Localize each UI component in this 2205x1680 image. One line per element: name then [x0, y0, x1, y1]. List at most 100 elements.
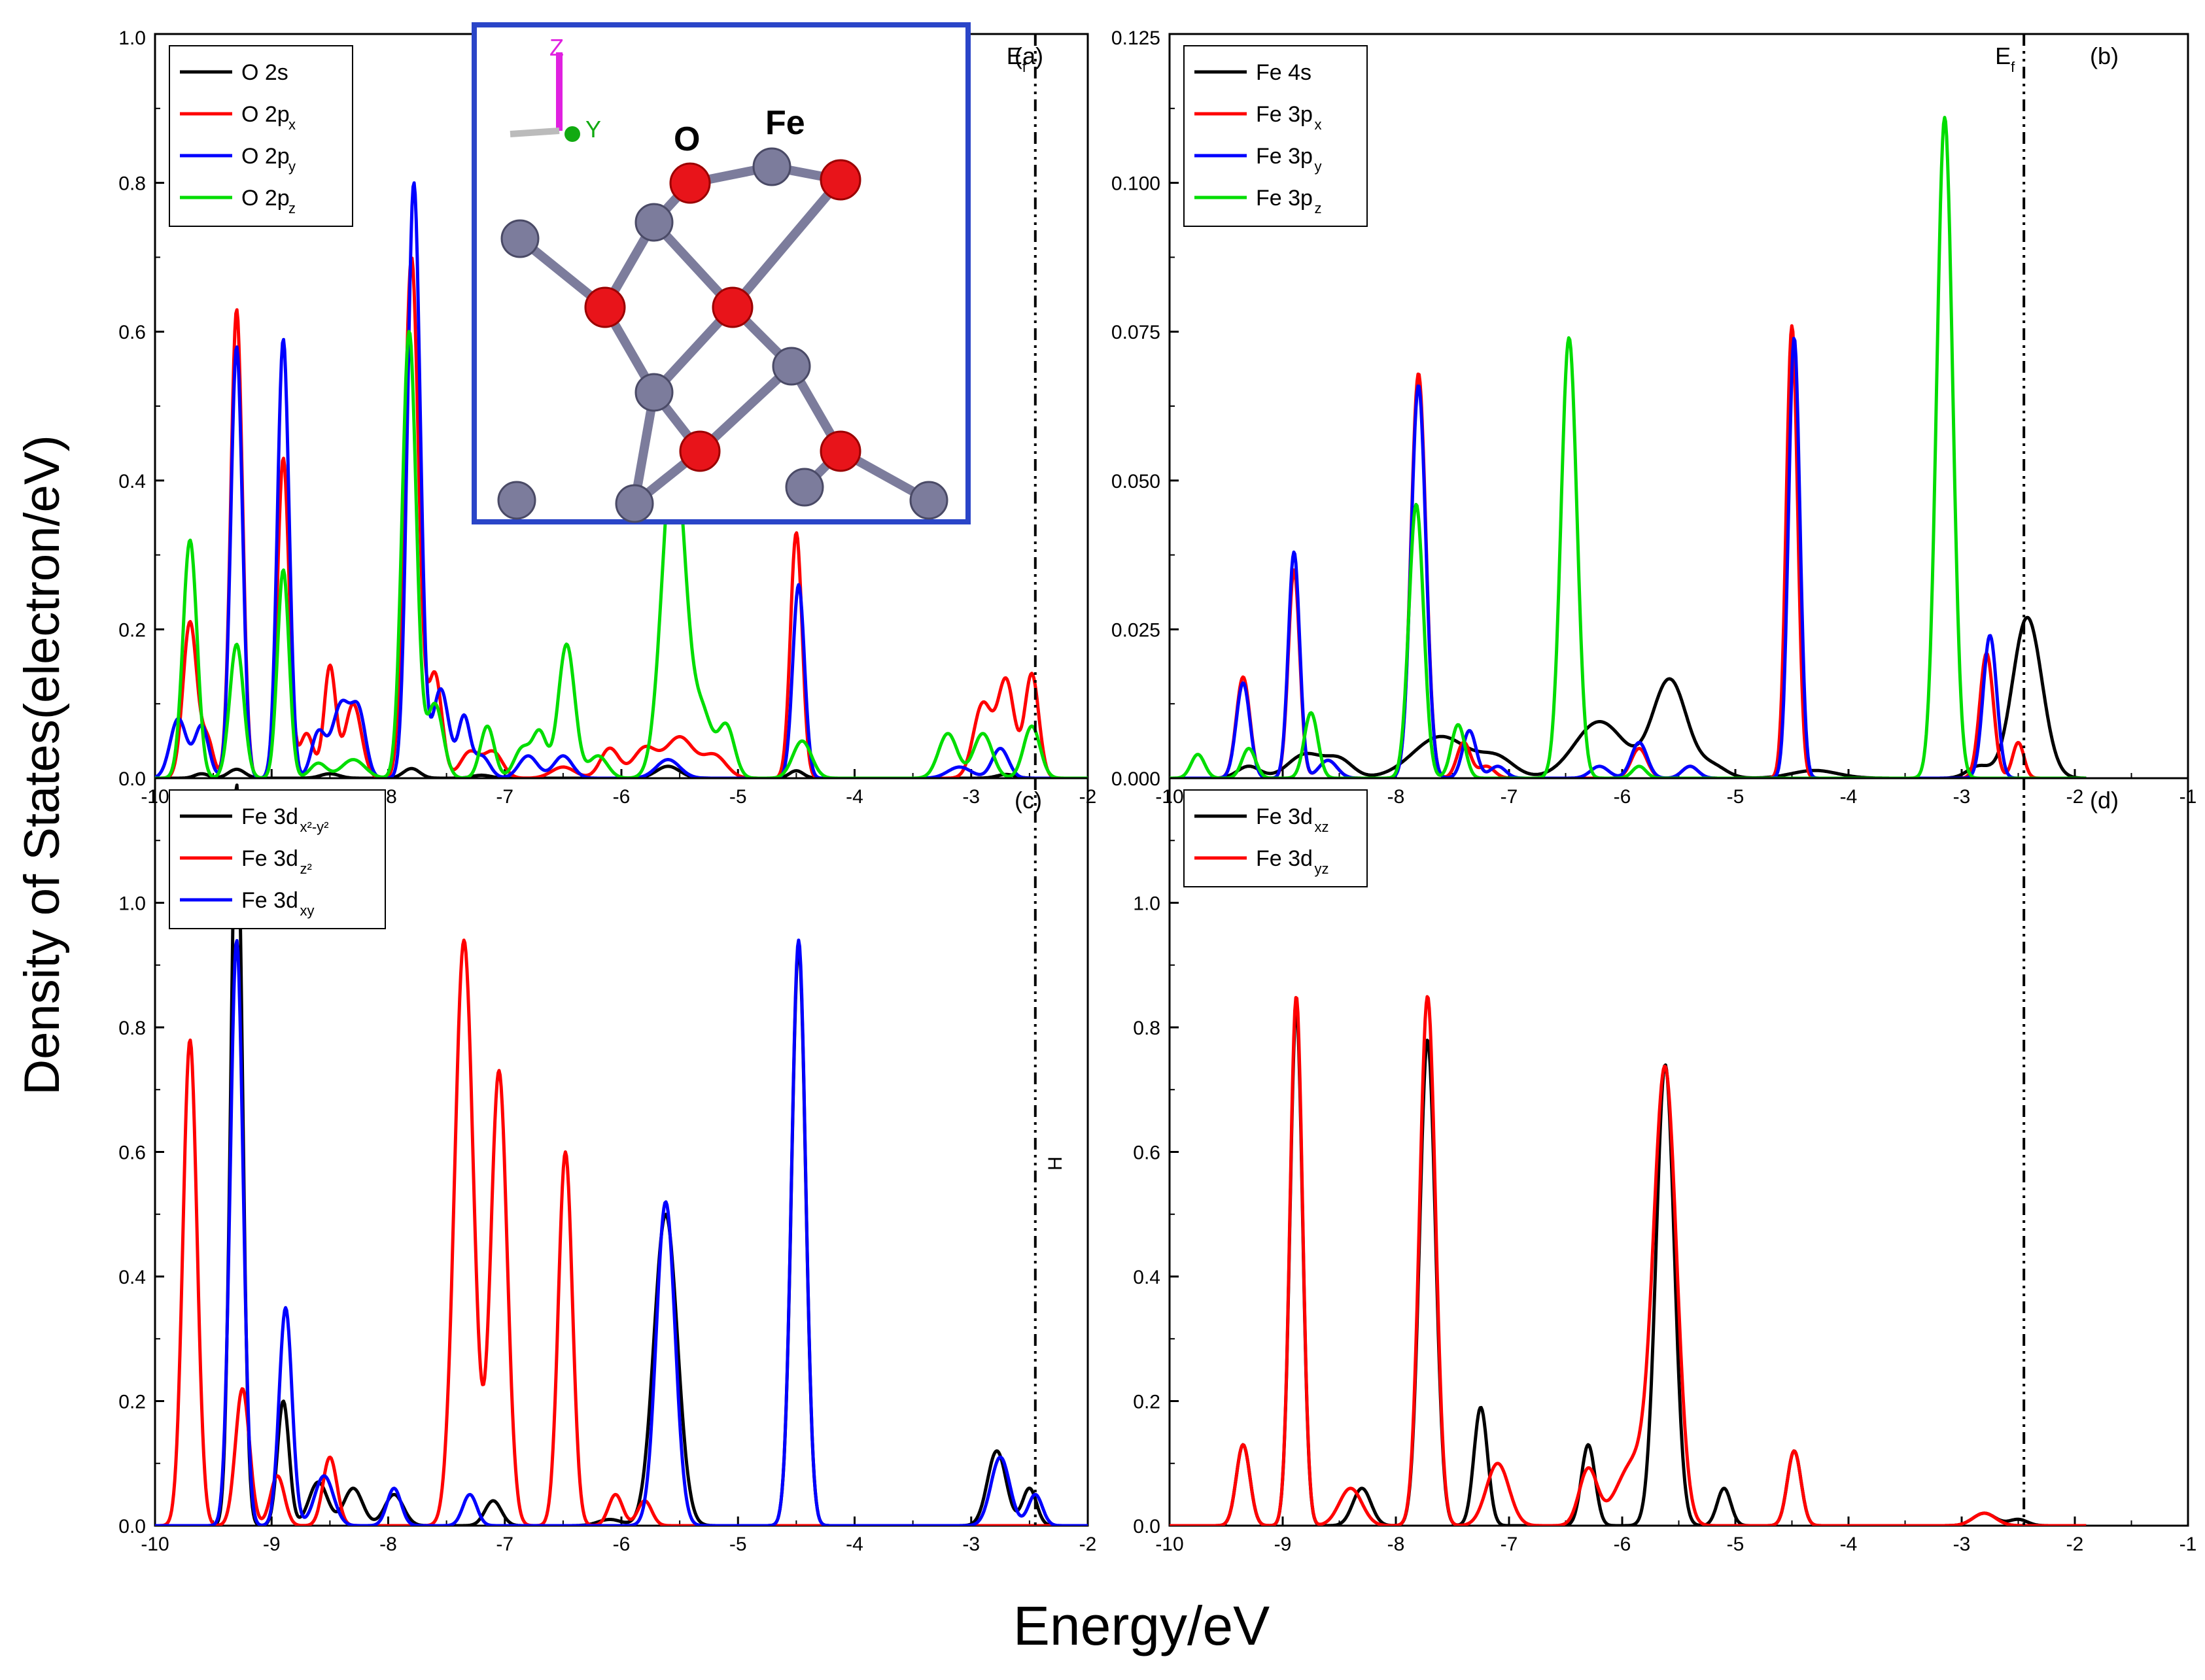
iron-atom: [615, 484, 654, 523]
fermi-label: H: [1045, 1156, 1066, 1171]
x-tick-label: -10: [141, 1534, 169, 1555]
series-line-o-2px: [155, 256, 1088, 778]
x-tick-label: -7: [1501, 786, 1518, 808]
legend-label: Fe 4s: [1256, 60, 1311, 85]
x-tick-label: -6: [613, 786, 631, 808]
x-tick-label: -6: [1614, 786, 1631, 808]
x-tick-label: -2: [1079, 1534, 1097, 1555]
oxygen-atom: [820, 430, 861, 472]
legend-label-sub: x: [1315, 116, 1322, 133]
x-tick-label: -3: [1953, 786, 1971, 808]
legend-label: Fe 3d: [241, 846, 298, 871]
panel-c: -10 -9 -8 -7 -6 -5 -4 -3 -2 0.0 0.2 0.4 0.6 0.8 1.0 H (c…: [118, 777, 1097, 1555]
iron-atom: [634, 373, 674, 412]
legend-label: O 2p: [241, 144, 290, 169]
legend-label-sub: z: [288, 200, 296, 216]
x-tick-label: -4: [846, 786, 863, 808]
x-tick-label: -5: [729, 786, 747, 808]
panel-label: (b): [2090, 43, 2119, 69]
series-line-fe-3pz: [1170, 116, 2087, 778]
inset-bond: [697, 362, 795, 455]
panel-label: (c): [1015, 787, 1042, 814]
oxygen-atom: [820, 159, 861, 201]
x-tick-label: -9: [1274, 1534, 1292, 1555]
series-line-fe-3dz2: [155, 938, 1088, 1526]
iron-atom: [500, 219, 540, 258]
y-axis-dot: [564, 126, 580, 142]
legend-label-sub: y: [288, 158, 296, 175]
y-tick-label: 1.0: [118, 27, 146, 49]
series-line-fe-3dx2-y2: [155, 783, 1088, 1526]
legend-label-sub: y: [1315, 158, 1322, 175]
x-tick-label: -3: [962, 786, 980, 808]
y-tick-label: 0.8: [1133, 1018, 1160, 1039]
legend-label: O 2p: [241, 102, 290, 127]
legend-box: [1183, 789, 1368, 887]
y-tick-label: 0.075: [1111, 322, 1160, 343]
x-tick-label: -1: [2179, 1534, 2197, 1555]
y-tick-label: 0.4: [1133, 1267, 1160, 1288]
iron-atom: [772, 347, 811, 386]
x-tick-label: -6: [613, 1534, 631, 1555]
legend-label-sub: xz: [1315, 819, 1329, 835]
y-tick-label: 0.6: [118, 322, 146, 343]
y-tick-label: 0.2: [118, 619, 146, 641]
x-tick-label: -4: [1840, 1534, 1858, 1555]
y-tick-label: 0.050: [1111, 471, 1160, 492]
y-tick-label: 0.2: [1133, 1392, 1160, 1413]
legend-label-sub: xy: [300, 902, 315, 919]
series-line-fe-3dxy: [155, 938, 1088, 1526]
y-tick-label: 0.4: [118, 1267, 146, 1288]
oxygen-atom: [712, 286, 754, 328]
x-tick-label: -3: [1953, 1534, 1971, 1555]
y-axis-title: Density of States(electron/eV): [14, 435, 70, 1095]
oxygen-atom: [584, 286, 626, 328]
legend-label: O 2p: [241, 186, 290, 211]
series-line-fe-3dyz: [1170, 995, 2087, 1526]
x-tick-label: -3: [962, 1534, 980, 1555]
x-tick-label: -4: [1840, 786, 1858, 808]
structure-inset: Z Y O Fe: [472, 22, 971, 524]
legend-label: Fe 3d: [241, 888, 298, 913]
y-tick-label: 0.4: [118, 471, 146, 492]
oxygen-atom: [679, 430, 721, 472]
inset-axis-y: Y: [585, 116, 601, 143]
iron-atom: [634, 203, 674, 242]
x-tick-label: -7: [496, 786, 513, 808]
oxygen-atom: [669, 162, 711, 204]
inset-bond: [729, 177, 844, 311]
x-tick-label: -2: [2066, 786, 2084, 808]
y-tick-label: 1.0: [118, 893, 146, 915]
x-tick-label: -2: [2066, 1534, 2084, 1555]
y-tick-label: 0.6: [1133, 1142, 1160, 1164]
x-tick-label: -5: [1727, 1534, 1745, 1555]
x-tick-label: -6: [1614, 1534, 1631, 1555]
iron-atom: [909, 481, 948, 520]
legend-label: Fe 3d: [1256, 804, 1313, 829]
y-tick-label: 0.2: [118, 1392, 146, 1413]
inset-axis-z: Z: [549, 34, 564, 61]
legend-label: Fe 3d: [241, 804, 298, 829]
y-tick-label: 0.025: [1111, 619, 1160, 641]
inset-label-fe: Fe: [765, 104, 805, 142]
y-tick-label: 0.100: [1111, 173, 1160, 195]
x-tick-label: -8: [1387, 786, 1405, 808]
x-tick-label: -8: [379, 1534, 397, 1555]
fermi-label-sub: f: [1022, 59, 1027, 75]
legend-label-sub: z: [1315, 200, 1322, 216]
legend-label: Fe 3p: [1256, 144, 1313, 169]
legend-label: O 2s: [241, 60, 288, 85]
fermi-label: E: [1995, 43, 2011, 69]
iron-atom: [785, 468, 824, 507]
y-tick-label: 0.8: [118, 1018, 146, 1039]
panel-a: -10-9-8-7-6-5-4-3-20.00.20.40.60.81.0Ef(…: [118, 22, 1096, 808]
x-axis-title: Energy/eV: [1013, 1595, 1270, 1656]
x-tick-label: -10: [1155, 1534, 1183, 1555]
iron-atom: [497, 481, 536, 520]
legend-label: Fe 3p: [1256, 102, 1313, 127]
x-tick-label: -8: [1387, 1534, 1405, 1555]
panel-label: (d): [2090, 787, 2119, 814]
inset-frame: [472, 22, 971, 524]
y-tick-label: 0.0: [118, 1516, 146, 1537]
